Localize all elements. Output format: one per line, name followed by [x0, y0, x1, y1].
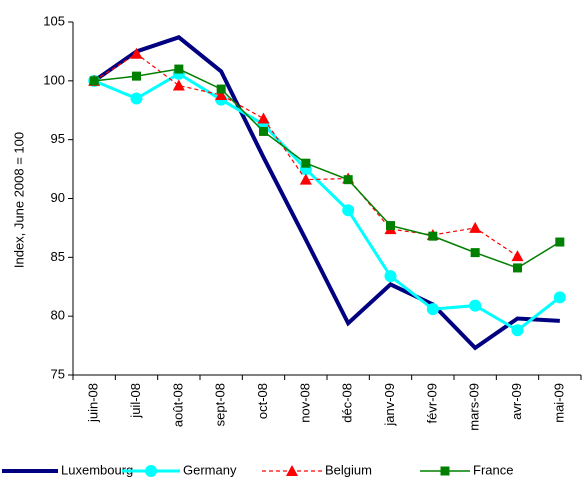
y-tick-label: 95: [51, 131, 65, 146]
legend-label: Luxembourg: [61, 462, 133, 477]
series-line: [94, 68, 561, 269]
legend-label: Belgium: [325, 462, 372, 477]
x-tick-label: janv-09: [382, 383, 397, 427]
point-marker: [259, 126, 268, 136]
x-tick-label: avr-09: [509, 383, 524, 420]
point-marker: [386, 221, 395, 231]
point-marker: [428, 231, 438, 241]
x-tick-label: mai-09: [551, 383, 566, 423]
y-tick-label: 100: [43, 72, 65, 87]
x-tick-label: déc-08: [340, 383, 355, 423]
point-marker: [132, 71, 141, 81]
point-marker: [343, 175, 353, 185]
legend-marker: [286, 465, 298, 476]
point-marker: [513, 263, 522, 273]
point-marker: [469, 221, 482, 233]
point-marker: [172, 79, 185, 91]
y-tick-label: 90: [51, 190, 65, 205]
point-marker: [384, 270, 397, 283]
legend-marker: [440, 466, 450, 476]
point-marker: [215, 88, 228, 100]
x-tick-label: oct-08: [255, 383, 270, 419]
point-marker: [299, 173, 312, 185]
point-marker: [130, 47, 143, 59]
x-tick-label: nov-08: [297, 383, 312, 423]
x-tick-label: sept-08: [213, 383, 228, 426]
legend-label: France: [473, 462, 513, 477]
y-tick-label: 105: [43, 13, 65, 28]
series-line: [93, 53, 518, 257]
point-marker: [511, 250, 524, 262]
point-marker: [553, 291, 566, 304]
point-marker: [257, 112, 270, 124]
legend-label: Germany: [183, 462, 237, 477]
series-line: [93, 72, 561, 333]
x-tick-label: févr-09: [424, 383, 439, 423]
point-marker: [511, 324, 524, 337]
y-tick-label: 80: [51, 308, 65, 323]
point-marker: [426, 303, 439, 316]
point-marker: [470, 248, 480, 258]
x-tick-label: août-08: [170, 383, 185, 427]
series-line: [93, 35, 560, 351]
y-axis-label: Index, June 2008 = 100: [11, 132, 26, 268]
point-marker: [130, 92, 143, 105]
point-marker: [555, 237, 565, 247]
point-marker: [301, 158, 311, 168]
point-marker: [89, 76, 99, 86]
point-marker: [342, 204, 355, 217]
point-marker: [216, 84, 226, 94]
x-tick-label: mars-09: [467, 383, 482, 431]
x-tick-label: juil-08: [128, 383, 143, 419]
x-tick-label: juin-08: [86, 383, 101, 423]
y-tick-label: 85: [51, 249, 65, 264]
legend-marker: [145, 465, 157, 477]
point-marker: [469, 299, 482, 312]
y-tick-label: 75: [51, 366, 65, 381]
point-marker: [174, 64, 184, 74]
